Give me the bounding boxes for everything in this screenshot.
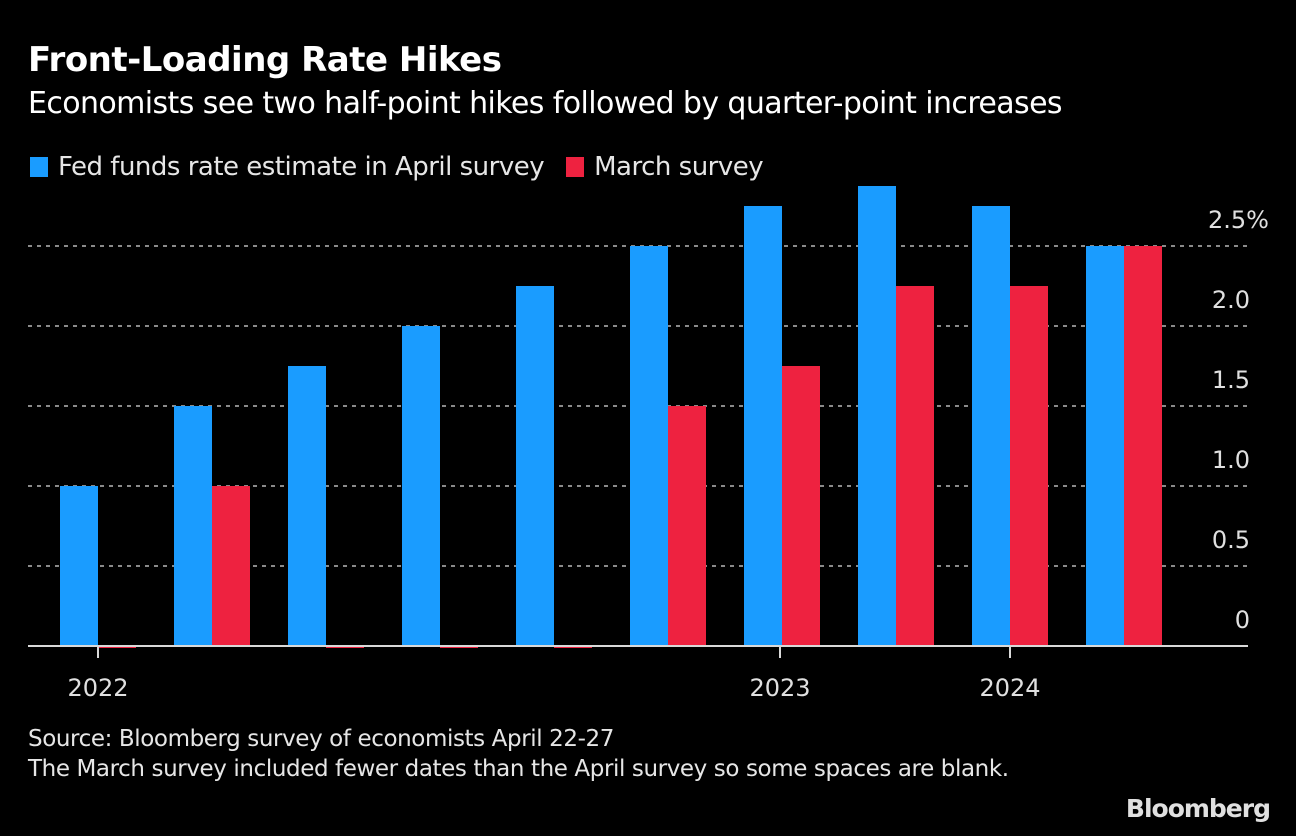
bar-april (60, 486, 98, 646)
chart-title: Front-Loading Rate Hikes (28, 40, 502, 80)
bar-april (630, 246, 668, 646)
bar-march (782, 366, 820, 646)
bar-march (212, 486, 250, 646)
legend-swatch-march (566, 157, 585, 177)
bar-april (972, 206, 1010, 646)
bar-april (1086, 246, 1124, 646)
footer: Source: Bloomberg survey of economists A… (28, 724, 1048, 784)
y-tick-label: 1.0 (1212, 446, 1250, 474)
blank-note: The March survey included fewer dates th… (28, 756, 1009, 782)
x-tick-label: 2024 (979, 674, 1040, 702)
legend-swatch-april (30, 157, 48, 177)
y-tick-label: 2.0 (1212, 286, 1250, 314)
bar-april (174, 406, 212, 646)
y-tick-label: 0.5 (1212, 526, 1250, 554)
bar-march (896, 286, 934, 646)
bar-april (516, 286, 554, 646)
x-tick-label: 2023 (749, 674, 810, 702)
chart-subtitle: Economists see two half-point hikes foll… (28, 86, 1063, 121)
legend-label-april: Fed funds rate estimate in April survey (58, 152, 545, 182)
y-tick-label: 1.5 (1212, 366, 1250, 394)
bar-april (288, 366, 326, 646)
y-tick-label: 0 (1235, 606, 1250, 634)
source-note: Source: Bloomberg survey of economists A… (28, 726, 614, 752)
y-tick-label: 2.5% (1208, 206, 1269, 234)
bar-march (1124, 246, 1162, 646)
bar-march (1010, 286, 1048, 646)
legend: Fed funds rate estimate in April survey … (30, 152, 785, 182)
bar-april (402, 326, 440, 646)
bar-april (744, 206, 782, 646)
legend-label-march: March survey (594, 152, 764, 182)
bar-march (668, 406, 706, 646)
bloomberg-logo: Bloomberg (1125, 794, 1271, 823)
legend-item-march: March survey (566, 152, 764, 182)
legend-item-april: Fed funds rate estimate in April survey (30, 152, 545, 182)
x-tick-label: 2022 (67, 674, 128, 702)
bar-april (858, 186, 896, 646)
